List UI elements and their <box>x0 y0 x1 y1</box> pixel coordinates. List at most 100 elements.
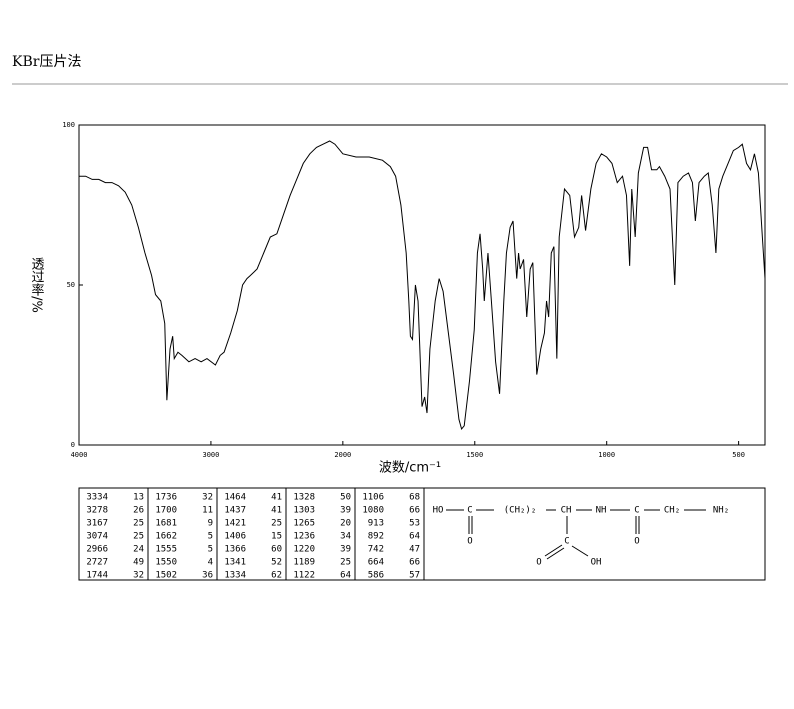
peak-transmittance: 34 <box>340 532 351 542</box>
structure-atom: C <box>634 506 639 516</box>
y-axis-label: 透过率/% <box>29 257 45 313</box>
peak-wavenumber: 1421 <box>224 519 246 529</box>
peak-wavenumber: 1464 <box>224 493 246 503</box>
peak-transmittance: 4 <box>208 558 213 568</box>
structure-atom: CH₂ <box>664 506 680 516</box>
peak-wavenumber: 1406 <box>224 532 246 542</box>
peak-wavenumber: 1366 <box>224 545 246 555</box>
peak-wavenumber: 742 <box>368 545 384 555</box>
x-tick-label: 1000 <box>598 451 615 459</box>
peak-transmittance: 64 <box>409 532 420 542</box>
table-frame <box>78 487 766 581</box>
peak-transmittance: 50 <box>340 493 351 503</box>
peak-transmittance: 24 <box>133 545 144 555</box>
peak-wavenumber: 1550 <box>155 558 177 568</box>
title: KBr压片法 <box>12 54 81 70</box>
peak-transmittance: 25 <box>133 519 144 529</box>
peak-transmittance: 52 <box>271 558 282 568</box>
peak-transmittance: 25 <box>340 558 351 568</box>
peak-wavenumber: 1681 <box>155 519 177 529</box>
peak-transmittance: 39 <box>340 545 351 555</box>
peak-transmittance: 9 <box>208 519 213 529</box>
peak-wavenumber: 1700 <box>155 506 177 516</box>
peak-wavenumber: 1303 <box>293 506 315 516</box>
peak-wavenumber: 1736 <box>155 493 177 503</box>
structure-atom: C <box>564 537 569 547</box>
peak-transmittance: 64 <box>340 571 351 581</box>
peak-wavenumber: 3074 <box>86 532 108 542</box>
peak-transmittance: 53 <box>409 519 420 529</box>
peak-transmittance: 62 <box>271 571 282 581</box>
peak-wavenumber: 913 <box>368 519 384 529</box>
x-tick-label: 500 <box>732 451 745 459</box>
peak-wavenumber: 1437 <box>224 506 246 516</box>
peak-transmittance: 60 <box>271 545 282 555</box>
peak-wavenumber: 1744 <box>86 571 108 581</box>
structure-atom: O <box>536 558 541 568</box>
peak-transmittance: 25 <box>133 532 144 542</box>
peak-wavenumber: 1189 <box>293 558 315 568</box>
peak-transmittance: 41 <box>271 506 282 516</box>
peak-wavenumber: 1502 <box>155 571 177 581</box>
peak-transmittance: 32 <box>202 493 213 503</box>
peak-wavenumber: 3278 <box>86 506 108 516</box>
x-tick-label: 2000 <box>334 451 351 459</box>
peak-transmittance: 25 <box>271 519 282 529</box>
peak-transmittance: 13 <box>133 493 144 503</box>
peak-wavenumber: 1328 <box>293 493 315 503</box>
x-tick-label: 4000 <box>71 451 88 459</box>
structure-atom: O <box>467 537 472 547</box>
peak-transmittance: 5 <box>208 545 213 555</box>
peak-wavenumber: 1334 <box>224 571 246 581</box>
peak-transmittance: 36 <box>202 571 213 581</box>
peak-wavenumber: 1555 <box>155 545 177 555</box>
y-tick-label: 100 <box>62 121 75 129</box>
peak-transmittance: 5 <box>208 532 213 542</box>
x-tick-label: 1500 <box>466 451 483 459</box>
structure-atom: HO <box>433 506 444 516</box>
peak-wavenumber: 1220 <box>293 545 315 555</box>
structure-atom: C <box>467 506 472 516</box>
peak-wavenumber: 2966 <box>86 545 108 555</box>
peak-transmittance: 20 <box>340 519 351 529</box>
peak-wavenumber: 1106 <box>362 493 384 503</box>
peak-transmittance: 39 <box>340 506 351 516</box>
structure-atom: CH <box>561 506 572 516</box>
table-dividers <box>147 488 425 580</box>
peak-transmittance: 57 <box>409 571 420 581</box>
peak-transmittance: 26 <box>133 506 144 516</box>
peak-wavenumber: 586 <box>368 571 384 581</box>
peak-wavenumber: 2727 <box>86 558 108 568</box>
peak-transmittance: 11 <box>202 506 213 516</box>
peak-wavenumber: 1236 <box>293 532 315 542</box>
structure-bonds <box>446 509 706 560</box>
peak-transmittance: 32 <box>133 571 144 581</box>
peak-transmittance: 66 <box>409 558 420 568</box>
x-axis-label: 波数/cm⁻¹ <box>379 461 441 476</box>
peak-wavenumber: 3167 <box>86 519 108 529</box>
y-tick-label: 0 <box>71 441 75 449</box>
x-tick-label: 3000 <box>202 451 219 459</box>
peak-wavenumber: 3334 <box>86 493 108 503</box>
y-tick-label: 50 <box>67 281 75 289</box>
peak-transmittance: 68 <box>409 493 420 503</box>
spectrum-line <box>79 140 766 431</box>
peak-transmittance: 41 <box>271 493 282 503</box>
structure-atom: OH <box>591 558 602 568</box>
peak-wavenumber: 1122 <box>293 571 315 581</box>
structure-atom: O <box>634 537 639 547</box>
peak-transmittance: 49 <box>133 558 144 568</box>
peak-wavenumber: 1080 <box>362 506 384 516</box>
peak-wavenumber: 1341 <box>224 558 246 568</box>
peak-wavenumber: 1662 <box>155 532 177 542</box>
structure-atom: (CH₂)₂ <box>504 506 537 516</box>
peak-wavenumber: 892 <box>368 532 384 542</box>
peak-transmittance: 47 <box>409 545 420 555</box>
peak-transmittance: 66 <box>409 506 420 516</box>
peak-wavenumber: 664 <box>368 558 384 568</box>
peak-transmittance: 15 <box>271 532 282 542</box>
peak-wavenumber: 1265 <box>293 519 315 529</box>
structure-atom: NH <box>596 506 607 516</box>
structure-atom: NH₂ <box>713 506 729 516</box>
